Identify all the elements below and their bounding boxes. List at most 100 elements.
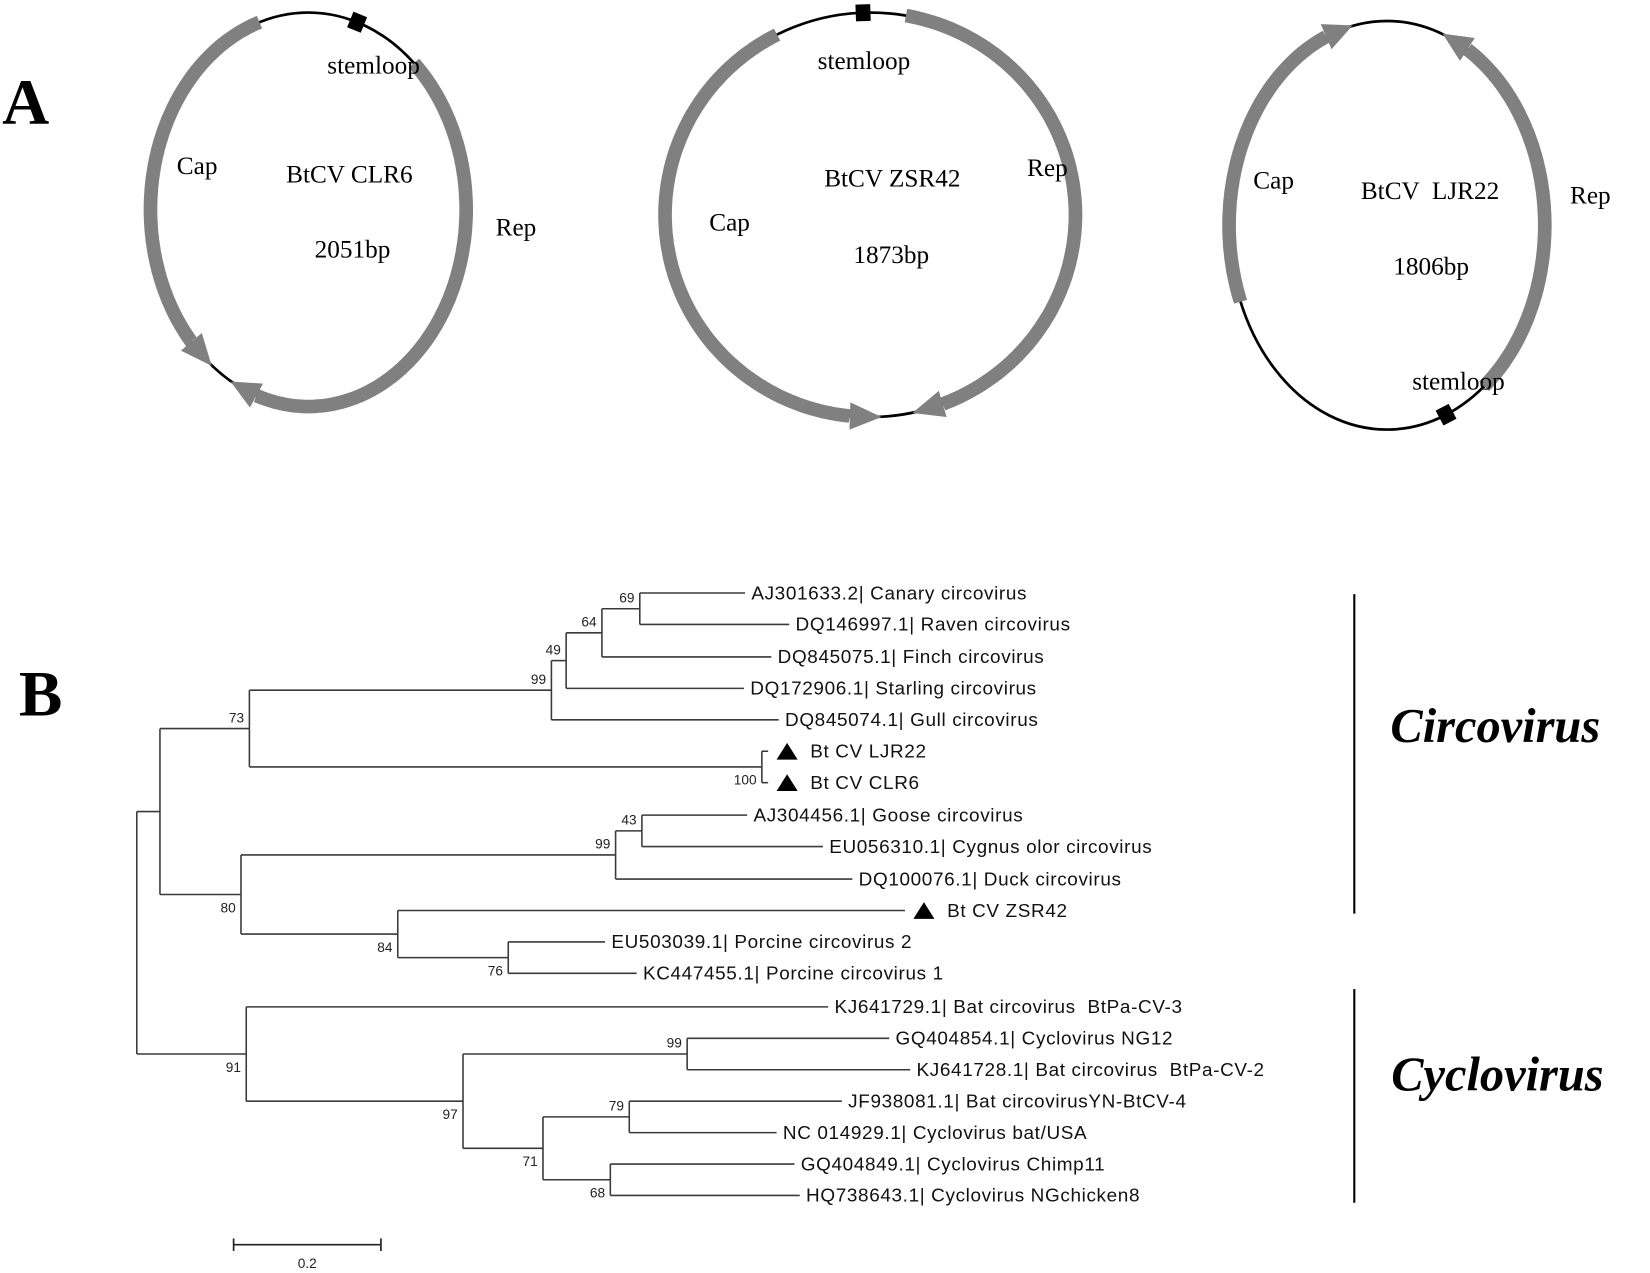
stemloop-marker <box>347 11 368 33</box>
genome-map-ljr22: Cap BtCV LJR22 1806bp Rep stemloop <box>1222 19 1611 431</box>
group-label: Circovirus <box>1390 700 1600 753</box>
genome-name: BtCV CLR6 <box>286 161 412 188</box>
bootstrap-value: 99 <box>531 672 546 687</box>
tree-tip: Bt CV LJR22 <box>776 742 926 763</box>
bootstrap-value: 76 <box>488 963 503 978</box>
bootstrap-value: 97 <box>443 1107 458 1122</box>
taxon-label: JF938081.1| Bat circovirusYN-BtCV-4 <box>848 1091 1186 1112</box>
rep-gene-arrow-body <box>1463 44 1552 392</box>
panel-a: A stemloop Cap BtCV CLR6 2051bp Rep stem… <box>2 4 1611 431</box>
scale-bar: 0.2 <box>232 1238 382 1271</box>
scale-bar-label: 0.2 <box>298 1256 317 1271</box>
tree-tip: Bt CV ZSR42 <box>913 901 1067 922</box>
cap-gene-arrow <box>1222 24 1353 304</box>
cap-gene-arrow-body <box>143 15 263 347</box>
cap-gene-arrow-body <box>658 28 852 423</box>
tree-tip: DQ845074.1| Gull circovirus <box>785 710 1038 731</box>
taxon-label: AJ301633.2| Canary circovirus <box>751 583 1027 604</box>
cap-label: Cap <box>177 153 218 180</box>
taxon-label: DQ146997.1| Raven circovirus <box>796 615 1071 636</box>
group-cyclovirus: Cyclovirus <box>1353 989 1604 1203</box>
rep-label: Rep <box>1570 182 1611 209</box>
bootstrap-value: 49 <box>546 642 561 657</box>
taxon-label: DQ172906.1| Starling circovirus <box>750 679 1037 700</box>
bootstrap-value: 43 <box>621 813 636 828</box>
tree-tip: KJ641728.1| Bat circovirus BtPa-CV-2 <box>917 1060 1265 1081</box>
rep-gene-arrow <box>1442 33 1552 392</box>
bootstrap-value: 99 <box>595 837 610 852</box>
cap-gene-arrow-body <box>1222 30 1330 304</box>
tree-tip: DQ172906.1| Starling circovirus <box>750 679 1037 700</box>
genome-map-shapes <box>1222 19 1552 431</box>
tree-tip: NC 014929.1| Cyclovirus bat/USA <box>783 1123 1087 1144</box>
taxon-label: EU056310.1| Cygnus olor circovirus <box>829 837 1152 858</box>
bootstrap-value: 68 <box>590 1186 605 1201</box>
bootstrap-value: 69 <box>619 590 634 605</box>
taxon-label: DQ845074.1| Gull circovirus <box>785 710 1038 731</box>
genome-size: 2051bp <box>315 237 391 264</box>
taxon-label: Bt CV CLR6 <box>810 773 919 794</box>
cap-label: Cap <box>1253 168 1294 195</box>
tree-tip: DQ100076.1| Duck circovirus <box>859 869 1121 890</box>
rep-gene-arrow <box>904 8 1083 418</box>
taxon-label: GQ404854.1| Cyclovirus NG12 <box>896 1029 1174 1050</box>
genome-size: 1873bp <box>853 242 929 269</box>
stemloop-label: stemloop <box>1412 369 1505 396</box>
taxon-label: DQ845075.1| Finch circovirus <box>778 647 1045 668</box>
triangle-icon <box>776 742 798 760</box>
bootstrap-value: 79 <box>609 1099 624 1114</box>
stemloop-marker <box>1435 403 1457 426</box>
stemloop-label: stemloop <box>818 48 911 75</box>
taxon-label: KC447455.1| Porcine circovirus 1 <box>643 964 944 985</box>
group-label: Cyclovirus <box>1391 1049 1603 1102</box>
taxon-label: Bt CV ZSR42 <box>947 901 1068 922</box>
bootstrap-value: 91 <box>226 1060 241 1075</box>
tree-tip: HQ738643.1| Cyclovirus NGchicken8 <box>806 1186 1140 1207</box>
bootstrap-value: 71 <box>523 1154 538 1169</box>
stemloop-label: stemloop <box>327 52 420 79</box>
tree-tip: JF938081.1| Bat circovirusYN-BtCV-4 <box>848 1091 1186 1112</box>
tree-tip: EU056310.1| Cygnus olor circovirus <box>829 837 1152 858</box>
rep-gene-arrow-head <box>1442 33 1475 61</box>
genome-map-shapes <box>143 11 474 414</box>
rep-gene-arrow-body <box>253 58 474 414</box>
taxon-label: NC 014929.1| Cyclovirus bat/USA <box>783 1123 1087 1144</box>
genome-map-zsr42: stemloop Cap BtCV ZSR42 1873bp Rep <box>658 4 1083 430</box>
rep-gene-arrow-body <box>904 8 1083 411</box>
tree-tip: Bt CV CLR6 <box>776 773 919 794</box>
cap-gene-arrow <box>143 15 263 366</box>
taxon-label: KJ641728.1| Bat circovirus BtPa-CV-2 <box>917 1060 1265 1081</box>
genome-name: BtCV LJR22 <box>1361 178 1499 205</box>
cap-label: Cap <box>709 210 750 237</box>
tree-tip: DQ146997.1| Raven circovirus <box>796 615 1071 636</box>
tree-tip: AJ301633.2| Canary circovirus <box>751 583 1027 604</box>
cap-gene-arrow <box>658 28 882 430</box>
tree-tip: EU503039.1| Porcine circovirus 2 <box>611 932 912 953</box>
rep-gene-arrow-head <box>912 390 947 418</box>
panel-a-label: A <box>2 67 49 139</box>
bootstrap-value: 100 <box>734 773 757 788</box>
group-circovirus: Circovirus <box>1353 594 1600 914</box>
bootstrap-value: 80 <box>220 900 236 915</box>
tree-tip: AJ304456.1| Goose circovirus <box>753 805 1023 826</box>
panel-b-label: B <box>19 659 63 731</box>
bootstrap-value: 99 <box>667 1036 682 1051</box>
taxon-label: AJ304456.1| Goose circovirus <box>753 805 1023 826</box>
taxon-label: KJ641729.1| Bat circovirus BtPa-CV-3 <box>834 997 1182 1018</box>
rep-gene-arrow <box>230 58 474 414</box>
bootstrap-value: 73 <box>229 710 244 725</box>
taxon-label: Bt CV LJR22 <box>810 742 926 763</box>
stemloop-marker <box>855 4 871 22</box>
taxon-label: HQ738643.1| Cyclovirus NGchicken8 <box>806 1186 1140 1207</box>
genome-map-clr6: stemloop Cap BtCV CLR6 2051bp Rep <box>143 11 536 414</box>
cap-gene-arrow-head <box>180 333 212 366</box>
taxon-label: EU503039.1| Porcine circovirus 2 <box>611 932 912 953</box>
bootstrap-value: 84 <box>377 940 393 955</box>
tree-tip: GQ404849.1| Cyclovirus Chimp11 <box>801 1154 1105 1175</box>
tree-tip: GQ404854.1| Cyclovirus NG12 <box>896 1029 1174 1050</box>
bootstrap-value: 64 <box>581 615 597 630</box>
tree-branches <box>136 592 911 1197</box>
